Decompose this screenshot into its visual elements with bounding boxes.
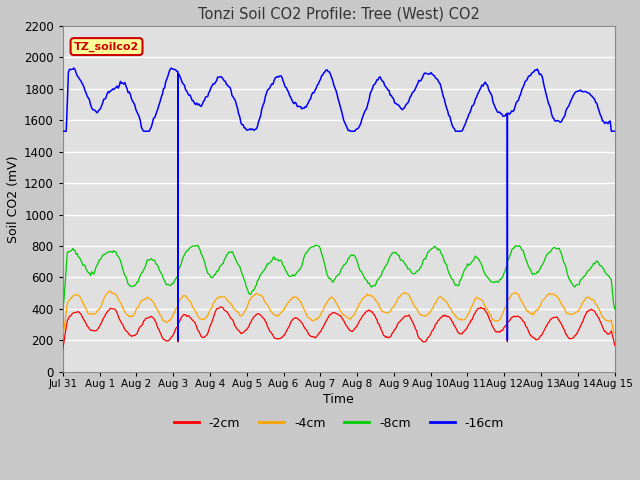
X-axis label: Time: Time (323, 393, 354, 406)
Title: Tonzi Soil CO2 Profile: Tree (West) CO2: Tonzi Soil CO2 Profile: Tree (West) CO2 (198, 7, 480, 22)
Legend: -2cm, -4cm, -8cm, -16cm: -2cm, -4cm, -8cm, -16cm (168, 412, 509, 435)
Text: TZ_soilco2: TZ_soilco2 (74, 41, 139, 52)
Y-axis label: Soil CO2 (mV): Soil CO2 (mV) (7, 155, 20, 242)
